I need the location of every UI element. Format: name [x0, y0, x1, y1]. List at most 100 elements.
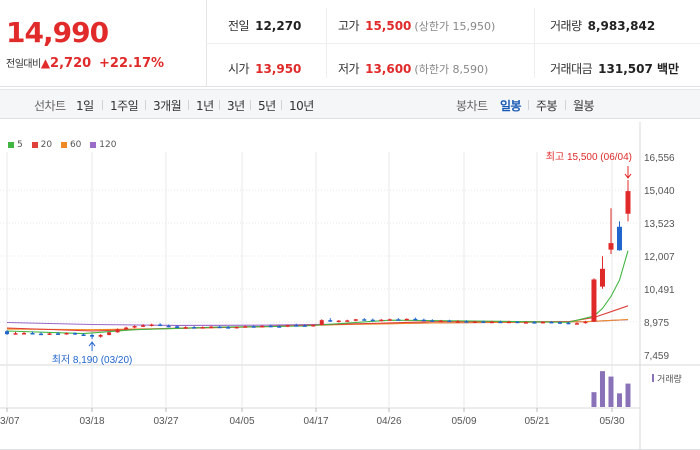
candle-daily[interactable]: 일봉	[500, 99, 522, 113]
period-10y[interactable]: 10년	[289, 99, 314, 113]
legend-item: 120	[90, 140, 116, 150]
candle-body	[421, 319, 426, 322]
candle-body	[166, 325, 171, 328]
chart-legend: 5 20 60 120	[8, 140, 122, 150]
candle-body	[625, 191, 631, 214]
stat-value: 12,270	[255, 19, 302, 33]
candle-body	[591, 279, 597, 322]
change-label: 전일대비	[6, 59, 41, 70]
candle-body	[277, 326, 282, 328]
stat-value: 131,507 백만	[598, 62, 680, 76]
candle-body	[353, 319, 358, 321]
toolbar-divider	[250, 100, 251, 110]
candle-body	[515, 321, 520, 324]
volume-bar	[591, 392, 597, 407]
x-tick-label: 04/26	[376, 416, 401, 427]
stat-value: 13,600	[365, 62, 412, 76]
candle-body	[141, 325, 146, 327]
stat-value: 13,950	[255, 62, 302, 76]
stat-low: 저가 13,600 (하한가 8,590)	[338, 60, 488, 77]
x-tick-label: 03/07	[0, 416, 20, 427]
price-block: 14,990 전일대비▲2,720 +22.17%	[0, 0, 207, 86]
candle-body	[523, 322, 528, 324]
stat-sub: (하한가 8,590)	[414, 63, 489, 76]
candle-body	[285, 325, 290, 327]
candle-body	[243, 326, 248, 328]
candle-body	[132, 326, 137, 328]
candle-body	[226, 327, 231, 329]
candle-body	[217, 326, 222, 329]
candle-body	[260, 325, 265, 328]
quote-header: 14,990 전일대비▲2,720 +22.17% 전일 12,270 고가 15,…	[0, 0, 700, 87]
candle-body	[124, 327, 129, 330]
toolbar-divider	[565, 100, 566, 110]
candle-body	[447, 320, 452, 323]
price-change: 전일대비▲2,720 +22.17%	[6, 55, 164, 71]
volume-bar	[625, 383, 631, 407]
candle-body	[481, 321, 486, 323]
candle-body	[209, 326, 214, 329]
candle-body	[574, 323, 579, 325]
candle-body	[549, 321, 554, 324]
candle-body	[149, 324, 154, 327]
stat-label: 시가	[228, 62, 250, 76]
candle-body	[540, 321, 545, 324]
candle-body	[251, 326, 256, 328]
moving-average-line-ma20	[6, 305, 629, 332]
candle-body	[13, 333, 18, 335]
candle-body	[396, 319, 401, 321]
legend-label: 60	[69, 140, 82, 150]
candle-body	[345, 320, 350, 322]
candle-body	[90, 334, 95, 337]
stat-amount: 거래대금 131,507 백만	[550, 60, 679, 77]
period-3m[interactable]: 3개월	[153, 99, 182, 113]
period-1d[interactable]: 1일	[76, 99, 94, 113]
y-tick-label: 8,975	[644, 318, 669, 329]
candle-weekly[interactable]: 주봉	[536, 99, 558, 113]
y-tick-label: 12,007	[644, 252, 675, 263]
candle-body	[234, 326, 239, 329]
legend-item: 60	[60, 140, 82, 150]
up-arrow-icon: ▲	[40, 56, 51, 70]
legend-swatch	[90, 141, 97, 148]
period-5y[interactable]: 5년	[258, 99, 276, 113]
stat-label: 저가	[338, 62, 360, 76]
candle-body	[319, 320, 324, 325]
candle-body	[268, 325, 273, 328]
legend-item: 20	[31, 140, 52, 150]
candle-body	[557, 322, 562, 324]
x-tick-label: 04/05	[229, 416, 254, 427]
candle-body	[302, 325, 307, 327]
change-rate: +22.17%	[99, 56, 165, 71]
legend-swatch	[60, 141, 67, 148]
volume-bar	[616, 393, 622, 407]
legend-swatch	[8, 141, 14, 148]
stats-col-divider	[326, 8, 327, 78]
candle-body	[107, 332, 112, 335]
chart-period-toolbar: 선차트 1일 1주일 3개월 1년 3년 5년 10년 봉차트 일봉 주봉 월봉	[0, 89, 700, 119]
stat-sub: (상한가 15,950)	[414, 20, 496, 33]
candle-monthly[interactable]: 월봉	[573, 99, 595, 113]
volume-legend-swatch	[652, 374, 654, 382]
candle-body	[599, 268, 605, 287]
candle-body	[328, 320, 333, 322]
stats-divider	[206, 43, 700, 44]
legend-swatch	[31, 141, 38, 148]
period-1w[interactable]: 1주일	[110, 99, 139, 113]
y-tick-label: 16,556	[644, 153, 675, 164]
low-annotation-arrowhead	[88, 341, 96, 347]
stat-prev-close: 전일 12,270	[228, 17, 301, 34]
stat-high: 고가 15,500 (상한가 15,950)	[338, 17, 495, 34]
period-3y[interactable]: 3년	[227, 99, 245, 113]
candle-body	[158, 324, 163, 327]
stat-label: 거래량	[550, 19, 582, 33]
candle-body	[183, 327, 188, 329]
period-1y[interactable]: 1년	[196, 99, 214, 113]
candle-body	[413, 318, 418, 321]
x-tick-label: 03/27	[153, 416, 178, 427]
candle-body	[294, 325, 299, 327]
line-chart-label: 선차트	[34, 99, 66, 113]
stat-volume: 거래량 8,983,842	[550, 17, 655, 34]
stat-value: 8,983,842	[587, 19, 656, 33]
